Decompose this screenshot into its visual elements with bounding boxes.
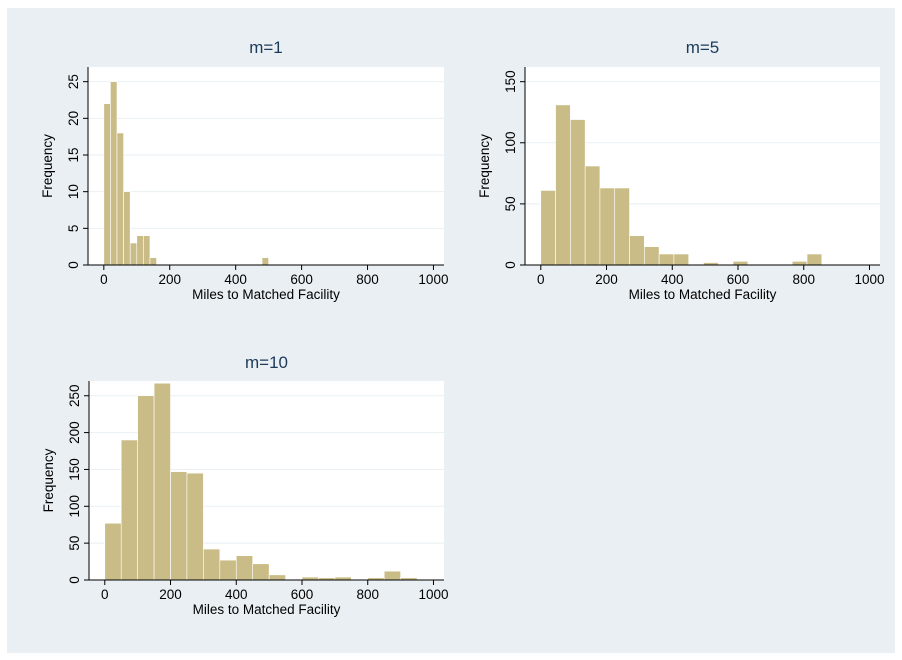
x-tick-label: 0 <box>101 587 109 602</box>
x-tick-label: 400 <box>224 272 247 287</box>
y-tick-label: 0 <box>66 261 81 269</box>
histogram-bar <box>129 242 138 266</box>
x-tick-label: 200 <box>159 587 182 602</box>
y-tick-label: 200 <box>67 421 82 444</box>
y-axis-title: Frequency <box>41 448 56 512</box>
histogram-bar <box>186 472 204 581</box>
x-axis-title: Miles to Matched Facility <box>193 602 341 617</box>
y-tick-label: 250 <box>67 384 82 407</box>
histogram-bar <box>555 104 571 266</box>
x-tick-label: 0 <box>100 272 108 287</box>
y-tick-label: 25 <box>66 74 81 89</box>
histogram-bar <box>116 132 124 266</box>
histogram-bar <box>673 253 689 266</box>
y-tick-label: 100 <box>503 132 518 155</box>
x-axis-title: Miles to Matched Facility <box>192 287 340 302</box>
x-axis-title: Miles to Matched Facility <box>629 287 777 302</box>
x-tick-label: 800 <box>356 587 379 602</box>
y-tick-label: 150 <box>67 458 82 481</box>
y-tick-label: 0 <box>67 576 82 584</box>
y-tick-label: 100 <box>67 495 82 518</box>
x-tick-label: 800 <box>356 272 379 287</box>
histogram-bar <box>153 382 171 581</box>
histogram-bar <box>540 190 556 266</box>
histogram-bar <box>123 191 131 266</box>
histogram-bar <box>644 246 660 266</box>
panel-title: m=10 <box>245 353 288 372</box>
y-axis-title: Frequency <box>477 134 492 198</box>
chart-m5: 0 200 400 600 800 1000 0 50 100 150 m=5 Miles to Ma… <box>477 38 885 302</box>
histogram-bar <box>599 187 616 266</box>
y-tick-label: 50 <box>67 536 82 551</box>
histogram-bar <box>104 522 122 581</box>
histogram-bar <box>170 471 188 581</box>
chart-m1: 0 200 400 600 800 1000 0 5 10 15 20 25 m=1 Miles to M… <box>40 38 448 302</box>
histogram-bar <box>219 559 237 581</box>
y-tick-label: 10 <box>66 184 81 199</box>
plot-area <box>88 67 444 265</box>
x-tick-label: 600 <box>291 587 314 602</box>
y-tick-label: 20 <box>66 111 81 126</box>
histogram-bar <box>383 570 401 581</box>
x-tick-label: 200 <box>595 272 618 287</box>
histogram-bar <box>806 253 823 266</box>
histogram-bar <box>143 235 151 266</box>
histogram-bar <box>137 395 155 581</box>
histogram-bar <box>570 119 586 266</box>
x-tick-label: 1000 <box>418 272 448 287</box>
y-axis-title: Frequency <box>40 134 55 198</box>
histogram-bar <box>149 257 157 266</box>
x-tick-label: 0 <box>537 272 545 287</box>
y-tick-label: 50 <box>503 196 518 211</box>
histogram-bar <box>614 187 630 266</box>
histogram-bar <box>252 563 270 581</box>
histogram-bar <box>732 261 749 266</box>
histogram-bar <box>261 257 269 266</box>
histogram-bar <box>584 165 601 266</box>
histogram-bar <box>629 235 645 266</box>
histogram-bar <box>136 235 144 266</box>
panel-title: m=5 <box>686 38 720 57</box>
histogram-bar <box>658 253 675 266</box>
histogram-bar <box>203 548 221 581</box>
x-tick-label: 800 <box>792 272 815 287</box>
x-tick-label: 200 <box>158 272 181 287</box>
histogram-bar <box>103 103 111 266</box>
figure: 0 200 400 600 800 1000 0 5 10 15 20 25 m=1 Miles to M… <box>7 8 895 653</box>
y-tick-label: 5 <box>66 225 81 233</box>
histogram-bar <box>235 555 253 581</box>
x-tick-label: 600 <box>290 272 313 287</box>
y-tick-label: 150 <box>503 70 518 93</box>
x-tick-label: 600 <box>727 272 750 287</box>
x-tick-label: 400 <box>661 272 684 287</box>
histogram-bar <box>110 81 118 266</box>
y-tick-label: 15 <box>66 147 81 162</box>
histogram-bar <box>120 439 138 581</box>
x-tick-label: 1000 <box>418 587 448 602</box>
y-tick-label: 0 <box>503 261 518 269</box>
histogram-bar <box>268 574 286 581</box>
x-tick-label: 400 <box>225 587 248 602</box>
histogram-bar <box>791 261 808 266</box>
x-tick-label: 1000 <box>854 272 884 287</box>
panel-title: m=1 <box>249 38 283 57</box>
chart-m10: 0 200 400 600 800 1000 0 50 100 150 200 250 m=10 Mile… <box>41 353 449 617</box>
